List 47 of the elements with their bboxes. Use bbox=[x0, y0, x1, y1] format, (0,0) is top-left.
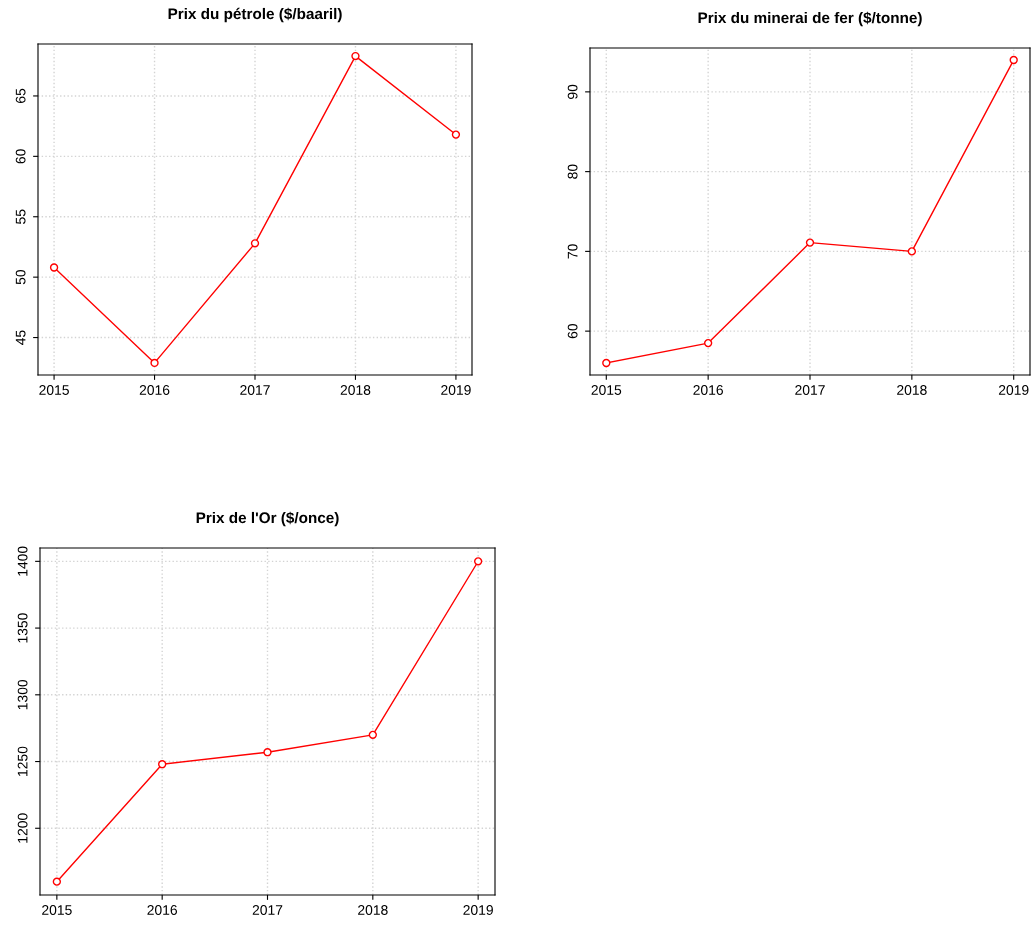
y-tick-label: 60 bbox=[15, 149, 26, 164]
x-tick-label: 2017 bbox=[240, 385, 270, 395]
x-tick-label: 2017 bbox=[795, 385, 825, 395]
point bbox=[368, 730, 377, 740]
point bbox=[451, 130, 461, 139]
chart-title: Prix du minerai de fer ($/tonne) bbox=[698, 11, 922, 27]
point bbox=[150, 358, 159, 368]
y-tick-label: 1400 bbox=[17, 546, 28, 576]
point bbox=[52, 877, 62, 886]
y-tick-label: 50 bbox=[15, 269, 26, 285]
point bbox=[473, 557, 483, 566]
point bbox=[158, 760, 167, 769]
x-tick-label: 2015 bbox=[39, 385, 69, 395]
y-tick-label: 1350 bbox=[17, 613, 28, 643]
y-tick-label: 90 bbox=[567, 84, 578, 99]
x-tick-label: 2015 bbox=[591, 385, 622, 395]
x-tick-label: 2018 bbox=[897, 385, 927, 395]
x-tick-label: 2019 bbox=[441, 385, 471, 395]
y-tick-label: 65 bbox=[15, 88, 26, 103]
y-tick-label: 60 bbox=[567, 323, 578, 339]
x-tick-label: 2018 bbox=[358, 905, 388, 915]
y-tick-label: 70 bbox=[567, 244, 578, 259]
y-tick-label: 1200 bbox=[17, 813, 28, 843]
y-tick-label: 55 bbox=[15, 209, 26, 224]
chart-title: Prix du pétrole ($/baaril) bbox=[168, 7, 342, 23]
point bbox=[351, 51, 360, 61]
x-tick-label: 2019 bbox=[463, 905, 493, 915]
point bbox=[49, 263, 59, 272]
point bbox=[263, 748, 272, 757]
x-tick-label: 2016 bbox=[693, 385, 723, 395]
point bbox=[907, 247, 917, 256]
y-tick-label: 80 bbox=[567, 164, 578, 179]
x-tick-label: 2016 bbox=[139, 385, 170, 395]
x-tick-label: 2019 bbox=[998, 385, 1029, 395]
point bbox=[703, 338, 713, 348]
x-tick-label: 2018 bbox=[340, 385, 371, 395]
x-tick-label: 2016 bbox=[147, 905, 178, 915]
y-tick-label: 1250 bbox=[17, 746, 28, 776]
y-tick-label: 1300 bbox=[17, 679, 28, 710]
point bbox=[805, 238, 815, 247]
x-tick-label: 2017 bbox=[252, 905, 283, 915]
point bbox=[602, 358, 611, 368]
x-tick-label: 2015 bbox=[42, 905, 72, 915]
point bbox=[1009, 55, 1018, 65]
y-tick-label: 45 bbox=[15, 330, 26, 345]
point bbox=[250, 239, 260, 248]
chart-title: Prix de l'Or ($/once) bbox=[196, 511, 339, 527]
